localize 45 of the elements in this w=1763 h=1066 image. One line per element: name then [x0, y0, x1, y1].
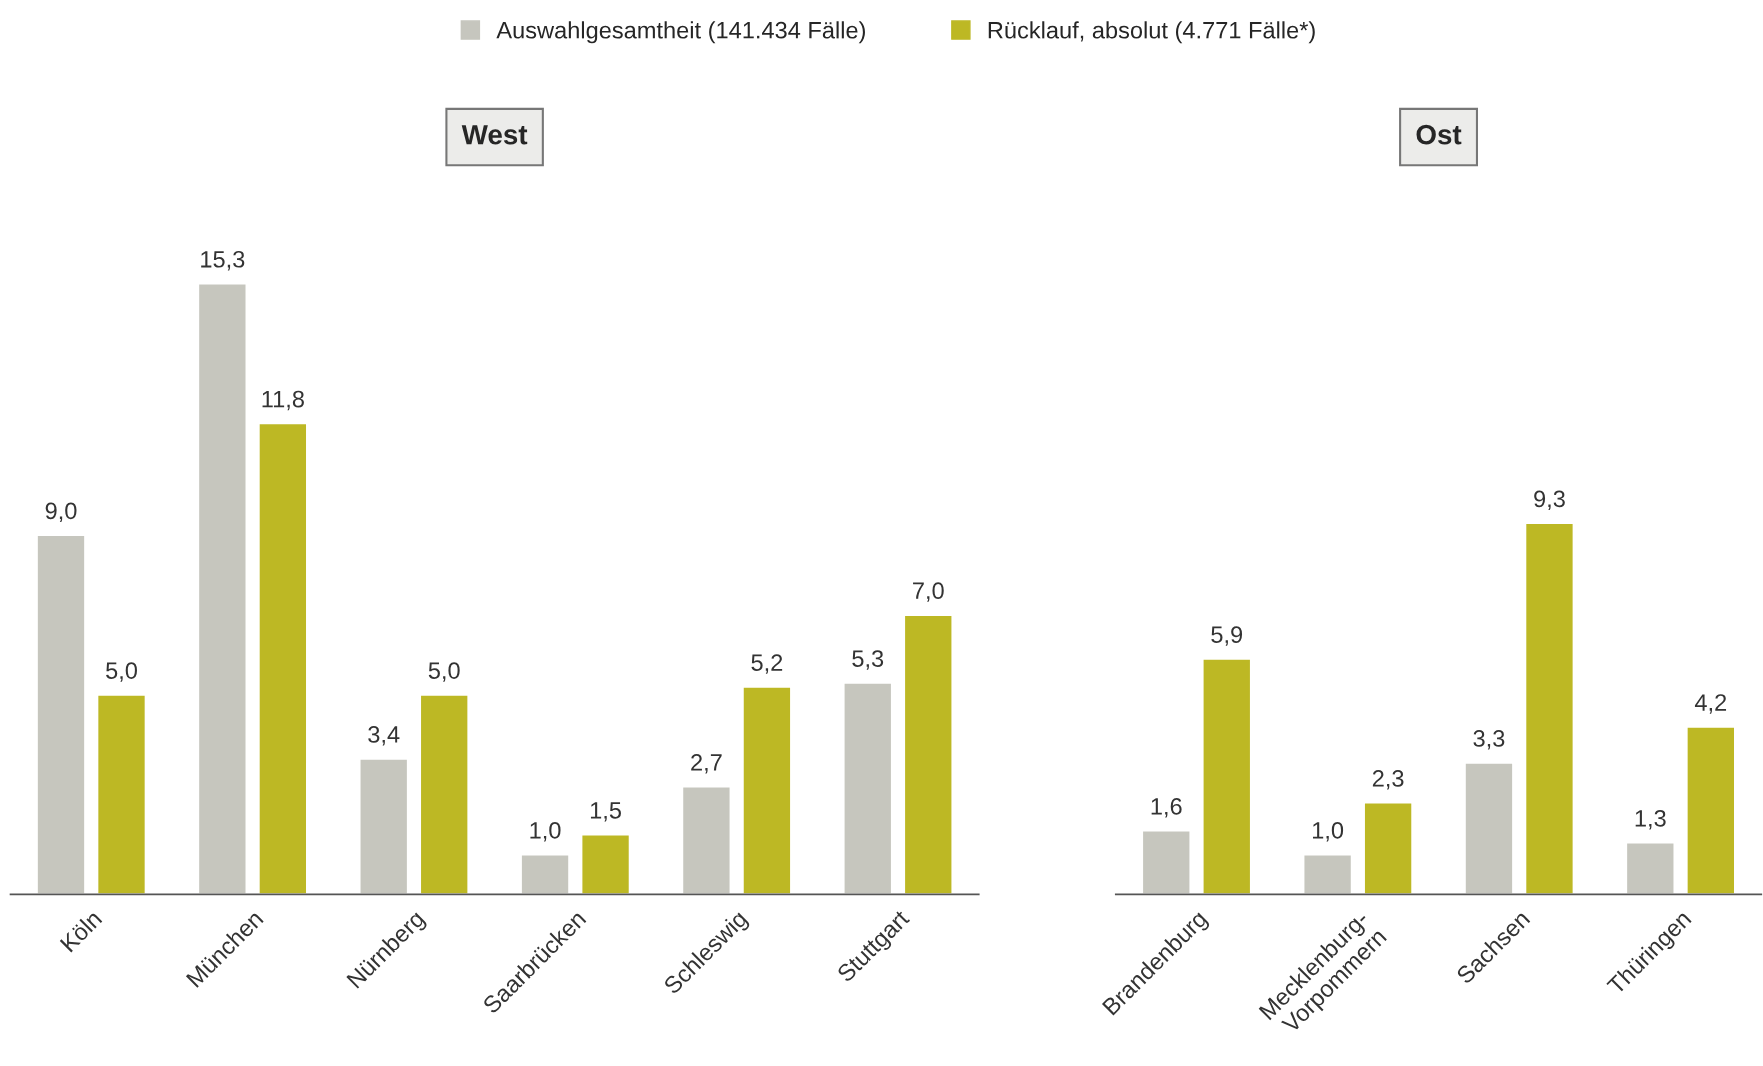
bar — [1625, 841, 1676, 895]
data-label: 1,5 — [590, 802, 621, 822]
bar — [580, 833, 631, 895]
bar — [1201, 657, 1252, 895]
data-label: 5,3 — [852, 650, 884, 670]
data-label: 5,0 — [428, 662, 460, 682]
legend-label: Rücklauf, absolut (4.771 Fälle*) — [988, 21, 1315, 44]
data-label: 2,3 — [1372, 770, 1404, 790]
bar — [741, 685, 793, 895]
bar — [418, 693, 470, 895]
data-label: 5,0 — [106, 662, 137, 682]
chart-title: West — [461, 125, 528, 145]
bar — [903, 613, 954, 895]
data-label: 5,2 — [751, 654, 783, 674]
bar — [519, 853, 571, 895]
bar — [257, 422, 309, 895]
data-label: 15,3 — [201, 250, 245, 271]
bar — [1141, 829, 1192, 895]
data-label: 3,4 — [368, 726, 400, 746]
bar — [358, 757, 409, 895]
data-label: 7,0 — [913, 582, 944, 602]
data-label: 4,2 — [1694, 694, 1727, 714]
bar — [842, 681, 893, 895]
chart-title: Ost — [1416, 124, 1462, 145]
x-tick-label: Köln — [59, 909, 103, 953]
data-label: 5,9 — [1211, 626, 1243, 646]
bar — [35, 533, 87, 895]
bar — [1524, 521, 1575, 895]
data-label: 11,8 — [262, 390, 304, 411]
bar — [1362, 801, 1414, 895]
data-label: 1,6 — [1151, 797, 1182, 818]
data-label: 1,0 — [1313, 821, 1344, 842]
data-label: 1,3 — [1635, 809, 1666, 830]
data-label: 1,0 — [530, 821, 561, 842]
bar — [96, 693, 147, 895]
bar — [681, 785, 732, 895]
data-label: 3,3 — [1473, 730, 1505, 750]
data-label: 9,0 — [45, 502, 77, 522]
bar — [1302, 853, 1353, 895]
bar — [197, 282, 248, 895]
legend-label: Auswahlgesamtheit (141.434 Fälle) — [496, 21, 865, 44]
bar — [1463, 761, 1515, 895]
data-label: 2,7 — [691, 754, 722, 774]
bar — [1685, 725, 1737, 895]
data-label: 9,3 — [1534, 490, 1565, 511]
